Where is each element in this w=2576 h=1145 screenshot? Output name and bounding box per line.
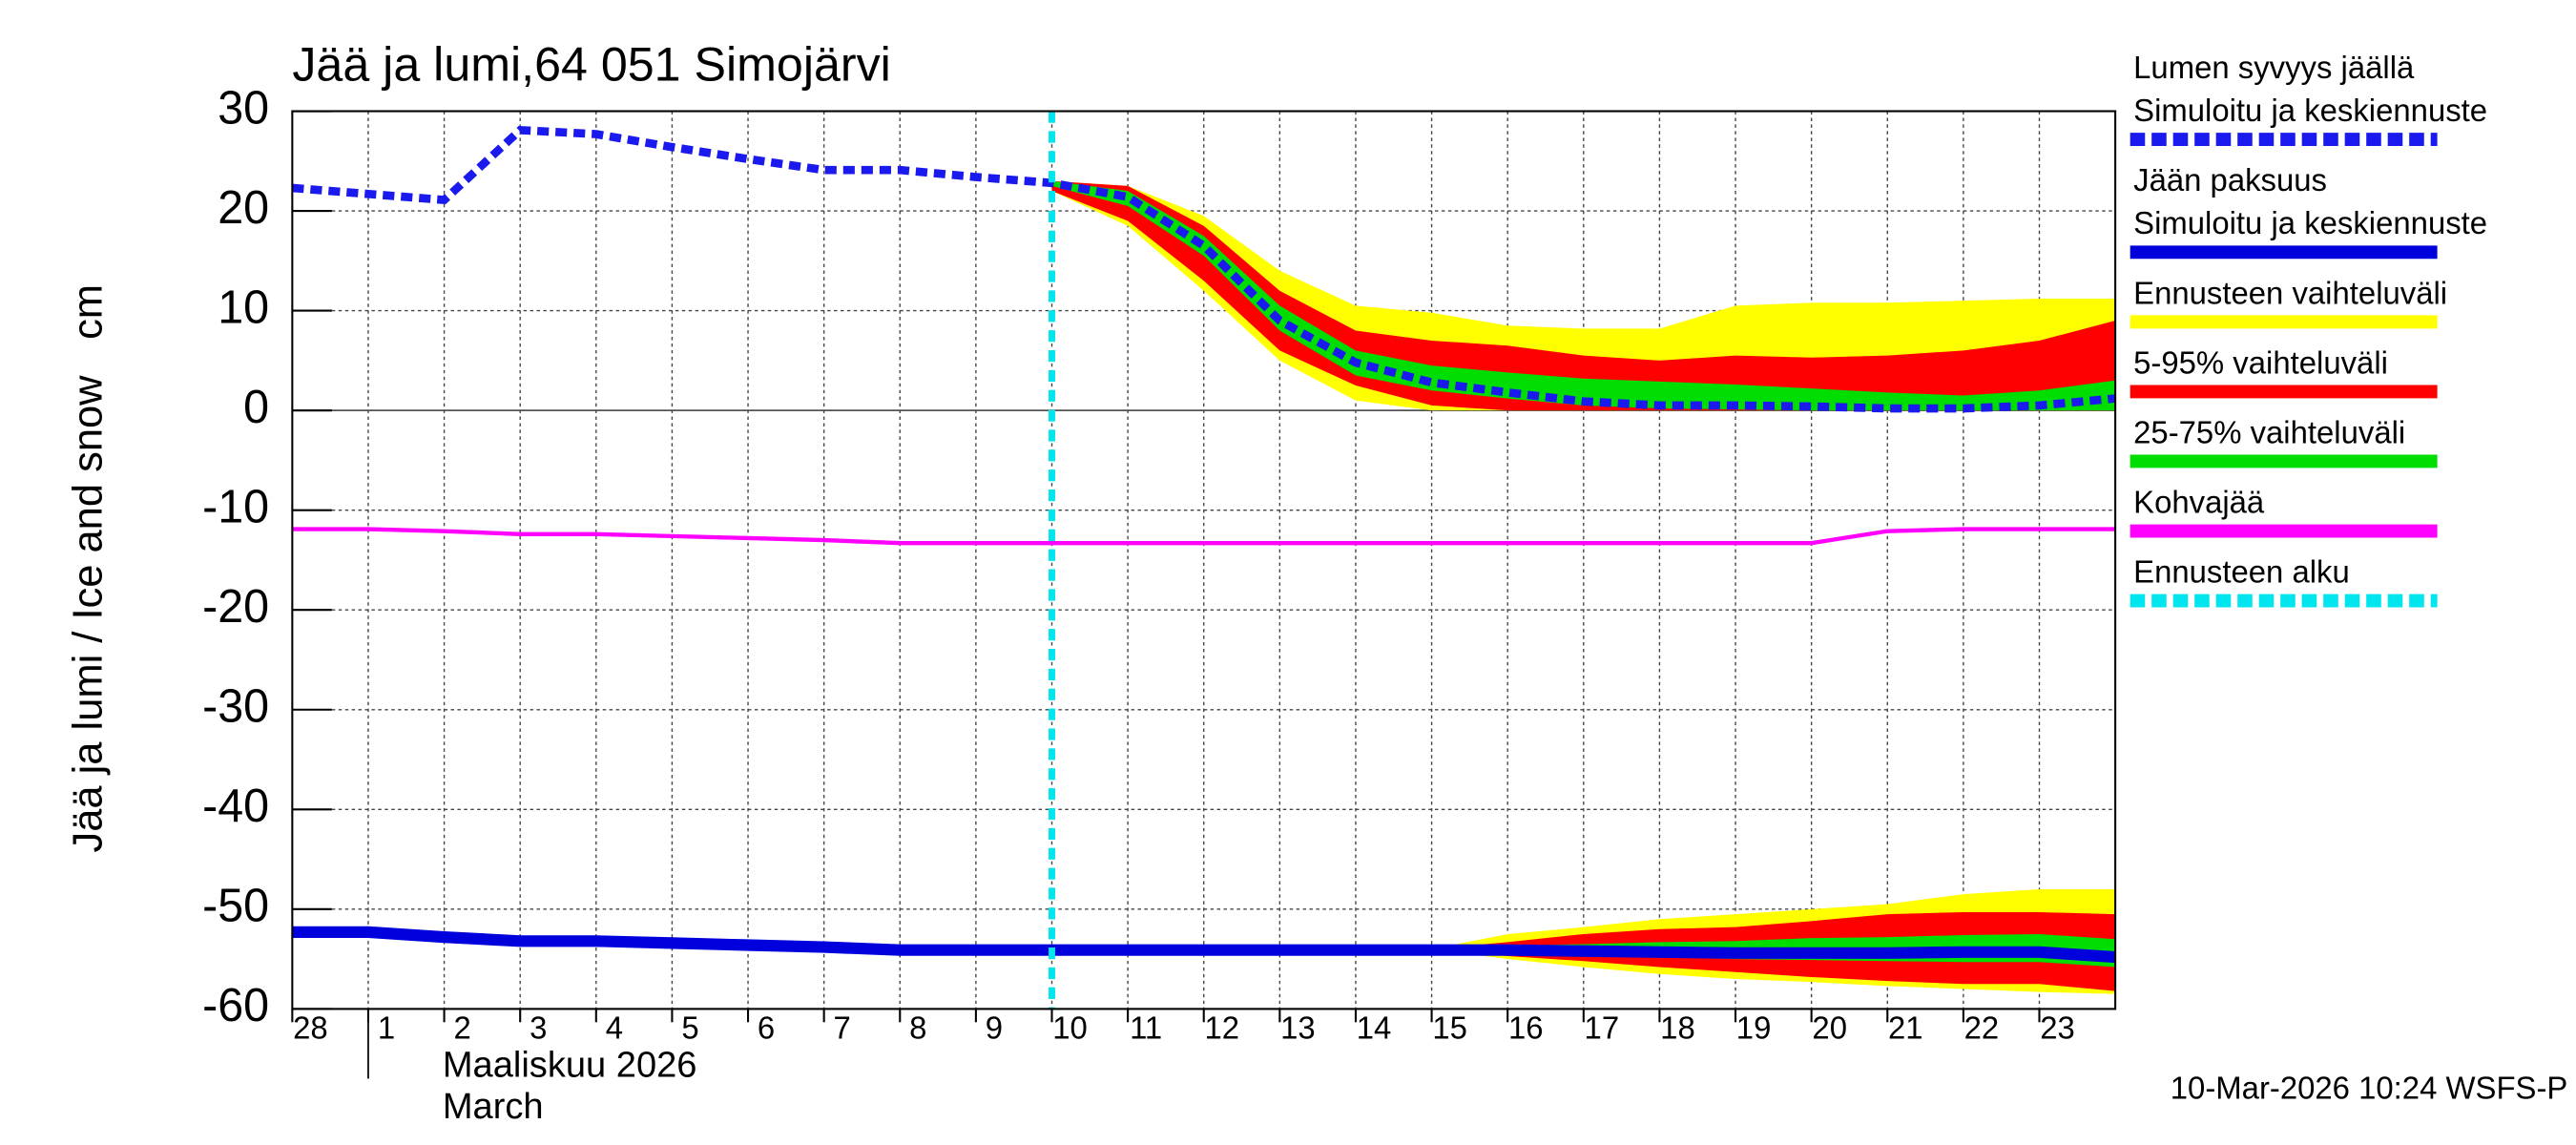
x-tick-label: 15	[1432, 1010, 1467, 1046]
x-tick-label: 8	[909, 1010, 926, 1046]
x-tick-label: 6	[758, 1010, 775, 1046]
x-tick-label: 17	[1585, 1010, 1620, 1046]
y-tick-label: -50	[202, 881, 269, 932]
y-axis-unit: cm	[66, 284, 112, 340]
x-tick-label: 18	[1660, 1010, 1695, 1046]
x-tick-label: 3	[530, 1010, 547, 1046]
x-tick-label: 19	[1736, 1010, 1772, 1046]
x-tick-label: 21	[1888, 1010, 1923, 1046]
x-tick-label: 23	[2040, 1010, 2075, 1046]
y-tick-label: -10	[202, 481, 269, 532]
series-line	[292, 125, 2116, 413]
legend-label: Jään paksuus	[2133, 162, 2327, 198]
legend-label: 25-75% vaihteluväli	[2133, 414, 2405, 449]
legend-label: Lumen syvyys jäällä	[2133, 50, 2415, 85]
month-label-en: March	[443, 1086, 544, 1127]
y-tick-label: -40	[202, 781, 269, 832]
series-line	[292, 926, 2116, 964]
x-tick-label: 16	[1508, 1010, 1544, 1046]
month-label: Maaliskuu 2026	[443, 1044, 697, 1085]
x-tick-label: 4	[606, 1010, 623, 1046]
x-tick-label: 1	[378, 1010, 395, 1046]
y-tick-label: 30	[218, 82, 269, 134]
series-line	[292, 527, 2116, 546]
y-tick-label: 10	[218, 281, 269, 333]
x-tick-label: 12	[1204, 1010, 1239, 1046]
chart-title: Jää ja lumi,64 051 Simojärvi	[292, 37, 890, 92]
x-tick-label: 14	[1357, 1010, 1392, 1046]
x-tick-label: 11	[1130, 1010, 1162, 1046]
legend-label: 5-95% vaihteluväli	[2133, 344, 2388, 380]
x-tick-label: 7	[834, 1010, 851, 1046]
x-tick-label: 28	[293, 1010, 328, 1046]
x-tick-label: 10	[1052, 1010, 1088, 1046]
x-tick-label: 22	[1964, 1010, 2000, 1046]
x-tick-label: 20	[1812, 1010, 1847, 1046]
y-axis-label: Jää ja lumi / Ice and snow	[66, 375, 112, 853]
legend-label: Ennusteen vaihteluväli	[2133, 275, 2447, 310]
x-tick-label: 13	[1280, 1010, 1316, 1046]
x-tick-label: 9	[986, 1010, 1003, 1046]
y-tick-label: -30	[202, 681, 269, 733]
legend-label: Simuloitu ja keskiennuste	[2133, 93, 2487, 128]
plot-frame	[291, 110, 2117, 1010]
x-tick-label: 2	[453, 1010, 470, 1046]
legend-label: Simuloitu ja keskiennuste	[2133, 205, 2487, 240]
legend-label: Ennusteen alku	[2133, 553, 2350, 589]
y-tick-label: 20	[218, 182, 269, 234]
y-tick-label: -20	[202, 581, 269, 633]
forecast-band	[1051, 180, 2116, 411]
y-tick-label: -60	[202, 980, 269, 1031]
footer: 10-Mar-2026 10:24 WSFS-P	[2171, 1070, 2568, 1105]
y-tick-label: 0	[243, 382, 269, 433]
legend-label: Kohvajää	[2133, 484, 2265, 519]
x-tick-label: 5	[681, 1010, 698, 1046]
